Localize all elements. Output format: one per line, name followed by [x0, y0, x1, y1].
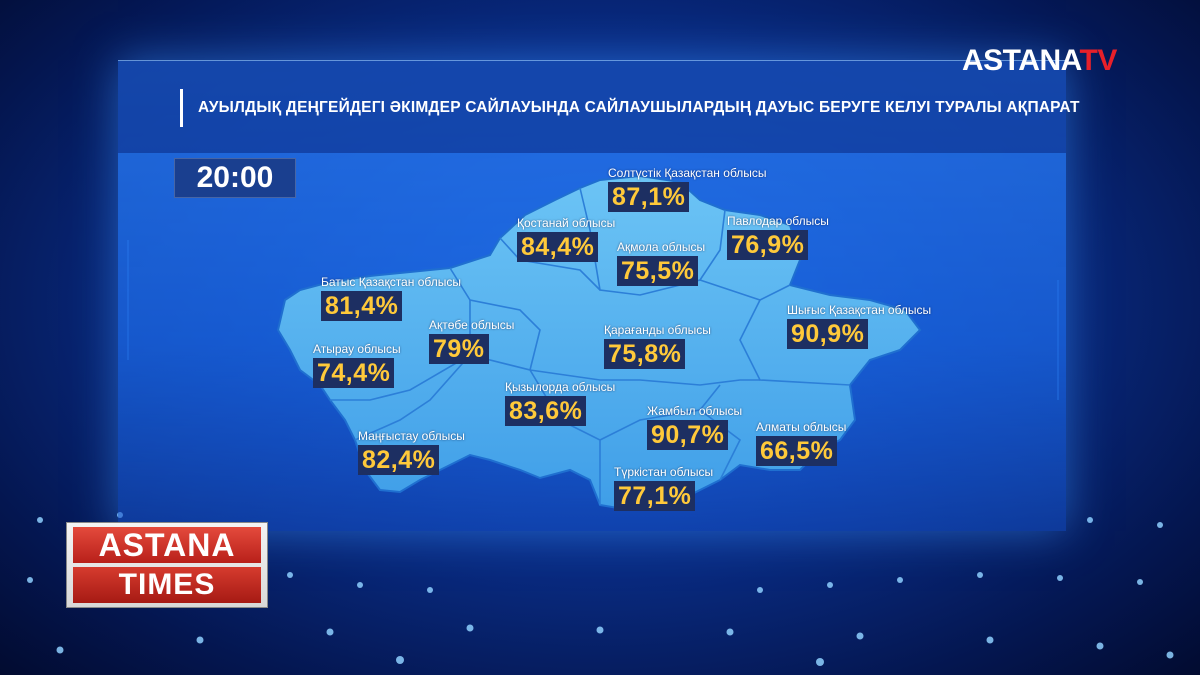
region-turnout: 79%	[429, 334, 489, 364]
show-logo-line2: TIMES	[73, 567, 261, 603]
region-name: Солтүстік Қазақстан облысы	[608, 166, 767, 180]
logo-brand: ASTANA	[962, 44, 1080, 77]
astana-times-logo: ASTANA TIMES	[66, 522, 268, 608]
region-turnout: 76,9%	[727, 230, 809, 260]
region-name: Маңғыстау облысы	[358, 429, 465, 443]
region-name: Қызылорда облысы	[505, 380, 616, 394]
region-name: Түркістан облысы	[614, 465, 714, 479]
region-turkistan: Түркістан облысы 77,1%	[614, 465, 713, 511]
region-turnout: 66,5%	[756, 436, 838, 466]
time-label: 20:00	[174, 158, 296, 198]
region-turnout: 90,9%	[787, 319, 869, 349]
region-name: Қостанай облысы	[517, 216, 616, 230]
region-turnout: 81,4%	[321, 291, 403, 321]
region-akmola: Ақмола облысы 75,5%	[617, 240, 705, 286]
region-turnout: 75,5%	[617, 256, 699, 286]
region-atyrau: Атырау облысы 74,4%	[313, 342, 401, 388]
region-pavlodar: Павлодар облысы 76,9%	[727, 214, 829, 260]
region-name: Атырау облысы	[313, 342, 401, 356]
panel-header: АУЫЛДЫҚ ДЕҢГЕЙДЕГІ ӘКІМДЕР САЙЛАУЫНДА СА…	[118, 61, 1079, 153]
region-turnout: 84,4%	[517, 232, 599, 262]
region-turnout: 90,7%	[647, 420, 729, 450]
region-name: Ақтөбе облысы	[429, 318, 515, 332]
region-name: Павлодар облысы	[727, 214, 829, 228]
region-north-kazakhstan: Солтүстік Қазақстан облысы 87,1%	[608, 166, 767, 212]
header-accent-bar	[180, 89, 183, 127]
region-almaty: Алматы облысы 66,5%	[756, 420, 846, 466]
region-name: Алматы облысы	[756, 420, 847, 434]
region-name: Жамбыл облысы	[647, 404, 743, 418]
region-turnout: 75,8%	[604, 339, 686, 369]
header-title: АУЫЛДЫҚ ДЕҢГЕЙДЕГІ ӘКІМДЕР САЙЛАУЫНДА СА…	[198, 99, 1080, 116]
region-kostanay: Қостанай облысы 84,4%	[517, 216, 615, 262]
region-west-kazakhstan: Батыс Қазақстан облысы 81,4%	[321, 275, 461, 321]
region-zhambyl: Жамбыл облысы 90,7%	[647, 404, 742, 450]
region-turnout: 74,4%	[313, 358, 395, 388]
region-turnout: 82,4%	[358, 445, 440, 475]
logo-suffix: TV	[1079, 44, 1118, 77]
astana-tv-logo: ASTANATV	[962, 44, 1117, 78]
region-aktobe: Ақтөбе облысы 79%	[429, 318, 514, 364]
show-logo-line1: ASTANA	[73, 527, 261, 563]
region-turnout: 83,6%	[505, 396, 587, 426]
region-turnout: 77,1%	[614, 481, 696, 511]
region-turnout: 87,1%	[608, 182, 690, 212]
region-east-kazakhstan: Шығыс Қазақстан облысы 90,9%	[787, 303, 931, 349]
region-name: Ақмола облысы	[617, 240, 706, 254]
region-name: Қарағанды облысы	[604, 323, 711, 337]
region-name: Шығыс Қазақстан облысы	[787, 303, 932, 317]
region-kyzylorda: Қызылорда облысы 83,6%	[505, 380, 615, 426]
region-mangystau: Маңғыстау облысы 82,4%	[358, 429, 465, 475]
region-karaganda: Қарағанды облысы 75,8%	[604, 323, 711, 369]
region-name: Батыс Қазақстан облысы	[321, 275, 461, 289]
